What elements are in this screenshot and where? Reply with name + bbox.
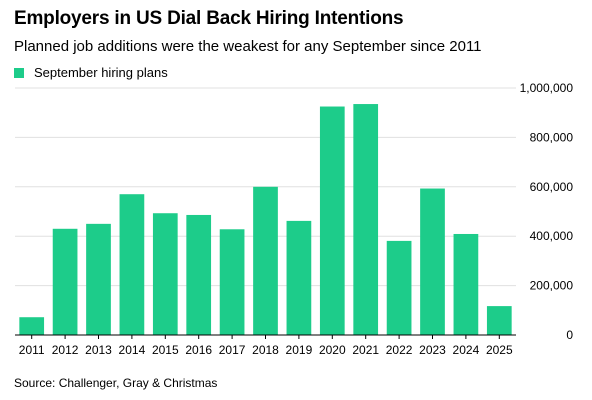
bar <box>420 188 445 335</box>
legend-swatch <box>14 67 24 78</box>
bar <box>353 104 379 336</box>
bar <box>286 220 312 335</box>
x-tick-label: 2022 <box>386 343 413 357</box>
x-tick-label: 2024 <box>453 343 480 357</box>
bar <box>253 186 278 335</box>
bar <box>186 214 212 335</box>
bar <box>386 240 412 335</box>
legend-label: September hiring plans <box>34 65 168 80</box>
bar <box>486 306 512 335</box>
x-tick-label: 2023 <box>419 343 446 357</box>
y-tick-label: 600,000 <box>530 180 574 194</box>
y-tick-label: 1,000,000 <box>520 81 574 95</box>
y-tick-label: 800,000 <box>530 130 574 144</box>
x-tick-label: 2020 <box>319 343 346 357</box>
y-tick-label: 0 <box>566 328 573 342</box>
bar <box>152 213 178 335</box>
bar <box>319 106 345 336</box>
x-tick-label: 2011 <box>19 343 45 357</box>
bar <box>19 317 45 335</box>
x-tick-label: 2021 <box>352 343 379 357</box>
bar <box>453 233 479 335</box>
x-tick-label: 2019 <box>286 343 313 357</box>
source-note: Source: Challenger, Gray & Christmas <box>14 376 218 390</box>
x-tick-label: 2013 <box>85 343 112 357</box>
y-tick-label: 400,000 <box>530 229 574 243</box>
x-tick-label: 2018 <box>252 343 279 357</box>
x-tick-label: 2012 <box>52 343 79 357</box>
y-tick-label: 200,000 <box>530 279 574 293</box>
x-tick-label: 2016 <box>185 343 212 357</box>
chart-subtitle: Planned job additions were the weakest f… <box>14 38 482 55</box>
bar <box>86 223 111 335</box>
bar <box>52 228 78 335</box>
x-tick-label: 2025 <box>486 343 513 357</box>
x-tick-label: 2015 <box>152 343 179 357</box>
chart-title: Employers in US Dial Back Hiring Intenti… <box>14 8 404 29</box>
bar <box>219 229 245 335</box>
legend: September hiring plans <box>14 65 168 80</box>
x-tick-label: 2017 <box>219 343 246 357</box>
bar <box>119 194 145 335</box>
x-tick-label: 2014 <box>119 343 146 357</box>
